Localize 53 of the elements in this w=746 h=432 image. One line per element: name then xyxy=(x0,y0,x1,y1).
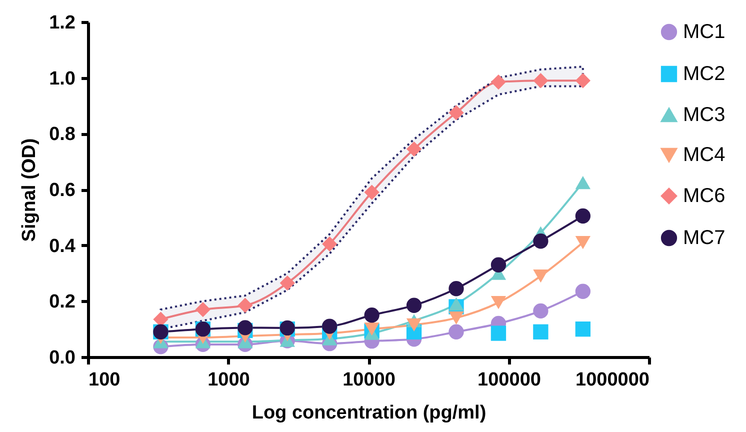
x-tick-label: 100 xyxy=(88,370,120,390)
point xyxy=(238,298,253,313)
legend-label: MC4 xyxy=(683,144,726,166)
y-tick-label: 0.4 xyxy=(49,236,76,257)
point xyxy=(533,269,548,283)
x-tick-label: 1000000 xyxy=(576,370,650,390)
point xyxy=(533,73,548,88)
point xyxy=(406,318,422,332)
point xyxy=(575,73,590,88)
point xyxy=(575,322,590,337)
point xyxy=(280,275,295,291)
legend-label: MC1 xyxy=(683,21,726,43)
point xyxy=(490,257,506,272)
point xyxy=(153,312,168,327)
point xyxy=(364,308,380,323)
point xyxy=(322,236,338,252)
point xyxy=(364,322,380,336)
legend-label: MC6 xyxy=(683,185,726,207)
y-tick-label: 0.0 xyxy=(49,348,76,368)
point xyxy=(448,105,464,120)
point xyxy=(575,236,590,250)
point xyxy=(448,311,464,324)
point xyxy=(448,297,464,311)
point xyxy=(448,281,464,296)
point xyxy=(533,303,548,319)
point xyxy=(490,326,506,341)
legend-label: MC3 xyxy=(683,104,726,126)
point xyxy=(575,208,590,224)
y-axis-title: Signal (OD) xyxy=(19,138,40,242)
y-tick-label: 0.2 xyxy=(49,292,76,313)
point xyxy=(575,176,590,190)
y-tick-label: 0.6 xyxy=(49,180,76,201)
point xyxy=(195,302,211,318)
y-tick-label: 1.2 xyxy=(49,12,76,34)
x-tick-label: 100000 xyxy=(478,370,541,390)
legend-label: MC2 xyxy=(683,63,726,85)
point xyxy=(533,234,548,249)
point xyxy=(238,320,253,336)
point xyxy=(406,141,422,157)
point xyxy=(575,284,590,299)
y-tick-label: 0.8 xyxy=(49,124,76,146)
point xyxy=(448,324,464,340)
point xyxy=(322,318,338,334)
x-axis-title: Log concentration (pg/ml) xyxy=(252,402,486,424)
point xyxy=(490,296,506,310)
point xyxy=(364,184,380,200)
legend-label: MC7 xyxy=(683,227,726,249)
point xyxy=(533,324,548,340)
point xyxy=(406,298,422,313)
x-tick-label: 10000 xyxy=(342,370,396,390)
y-tick-label: 1.0 xyxy=(49,68,76,90)
point xyxy=(490,74,506,90)
x-tick-label: 1000 xyxy=(208,370,250,390)
